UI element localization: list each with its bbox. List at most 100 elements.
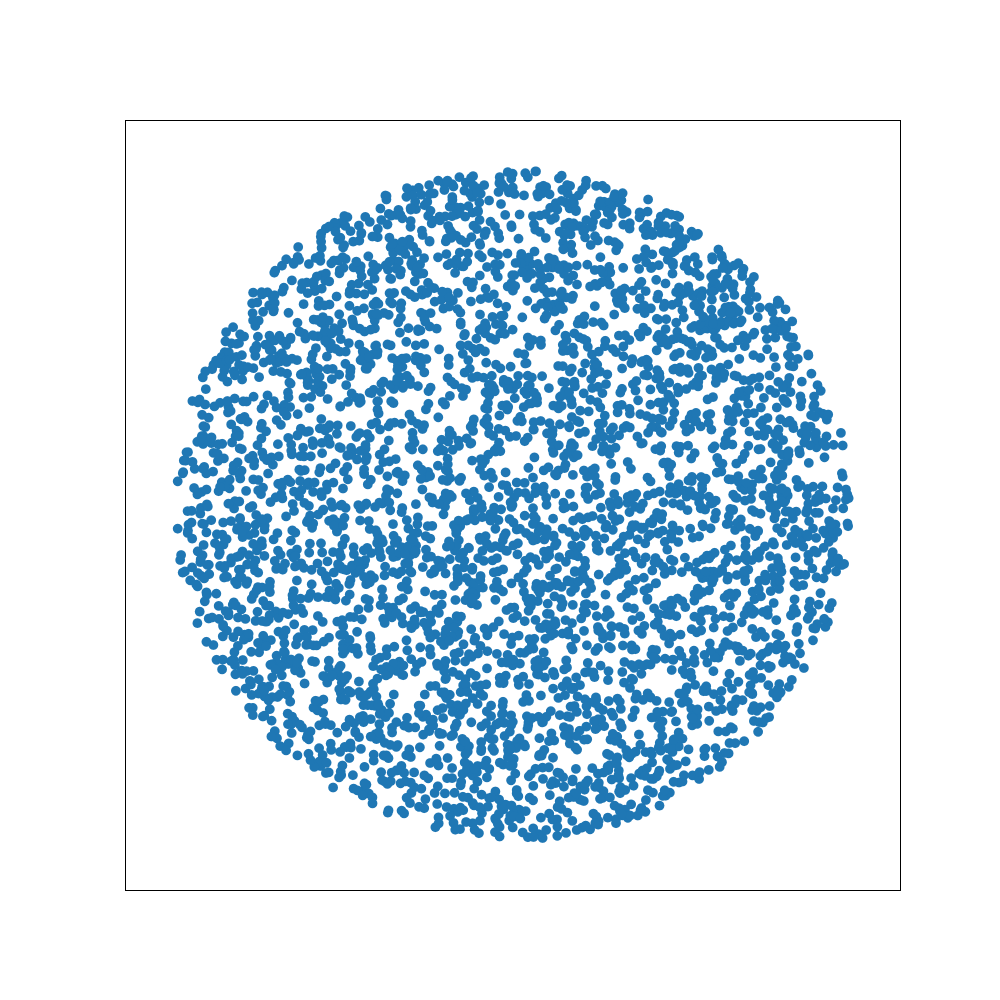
scatter-point [609,192,619,202]
scatter-point [515,411,526,422]
scatter-point [659,785,670,796]
scatter-point [785,387,796,397]
scatter-point [172,523,183,534]
scatter-point [523,771,534,782]
scatter-point [609,489,620,499]
scatter-point [372,263,383,273]
scatter-point [463,248,473,259]
scatter-point [475,641,486,651]
scatter-point [760,541,770,552]
scatter-point [482,663,492,674]
scatter-point [773,377,784,387]
scatter-point [506,639,516,649]
scatter-point [626,773,636,783]
scatter-point [616,285,627,296]
scatter-point [532,188,543,199]
scatter-point [283,433,294,443]
scatter-point [727,283,738,294]
scatter-point [322,394,333,404]
scatter-point [322,351,332,362]
scatter-point [477,503,487,514]
scatter-point [574,428,584,439]
scatter-point [550,325,561,336]
scatter-point [740,576,751,587]
scatter-point [349,549,359,559]
scatter-point [818,525,829,536]
scatter-point [824,603,835,613]
scatter-point [535,269,546,280]
scatter-point [506,578,517,589]
scatter-point [588,667,599,678]
scatter-point [198,463,208,474]
scatter-point [523,252,534,263]
scatter-point [685,523,696,534]
scatter-point [448,666,458,677]
scatter-point [398,353,409,364]
scatter-point [815,588,826,599]
scatter-point [554,173,564,184]
scatter-point [445,489,455,500]
scatter-point [228,322,239,333]
scatter-point [279,638,290,648]
scatter-point [437,475,448,485]
scatter-point [565,712,575,722]
scatter-point [550,488,561,499]
scatter-point [462,256,473,267]
scatter-point [762,646,773,657]
scatter-point [390,454,401,464]
scatter-point [434,344,444,355]
scatter-point [657,716,668,727]
scatter-point [813,508,824,518]
scatter-point [528,503,538,514]
scatter-point [569,567,580,577]
scatter-point [213,601,224,611]
scatter-point [580,358,591,369]
scatter-point [501,480,512,491]
scatter-point [634,729,644,740]
scatter-point [420,531,431,541]
scatter-point [447,195,458,205]
scatter-point [348,317,358,328]
scatter-point [353,278,364,289]
scatter-point [260,616,271,627]
scatter-point [281,254,292,265]
scatter-point [578,388,589,399]
scatter-point [802,429,813,440]
scatter-point [723,511,734,521]
scatter-point [514,733,525,744]
scatter-point [624,223,635,234]
scatter-point [248,539,259,549]
scatter-point [710,613,721,624]
scatter-point [497,709,507,720]
scatter-point [528,417,539,427]
scatter-point [306,564,317,575]
scatter-point [652,707,663,717]
scatter-point [242,362,253,373]
scatter-point [719,440,730,451]
scatter-point [418,729,429,740]
scatter-point [819,613,830,624]
scatter-point [554,552,565,562]
scatter-point [594,426,605,437]
scatter-point [705,523,716,534]
scatter-point [395,303,406,314]
scatter-point [580,667,590,678]
scatter-point [359,289,370,300]
scatter-point [354,339,365,350]
scatter-point [494,259,505,270]
scatter-point [410,546,420,557]
scatter-point [471,333,482,344]
scatter-point [474,270,485,281]
scatter-point [727,342,737,353]
scatter-point [498,586,508,597]
scatter-point [283,719,293,730]
scatter-point [385,418,396,429]
scatter-point [397,503,408,513]
scatter-point [788,361,799,372]
scatter-point [549,591,560,602]
scatter-point [443,221,453,231]
scatter-point [570,633,581,644]
scatter-point [304,547,315,558]
scatter-point [269,396,279,406]
scatter-point [261,600,271,611]
